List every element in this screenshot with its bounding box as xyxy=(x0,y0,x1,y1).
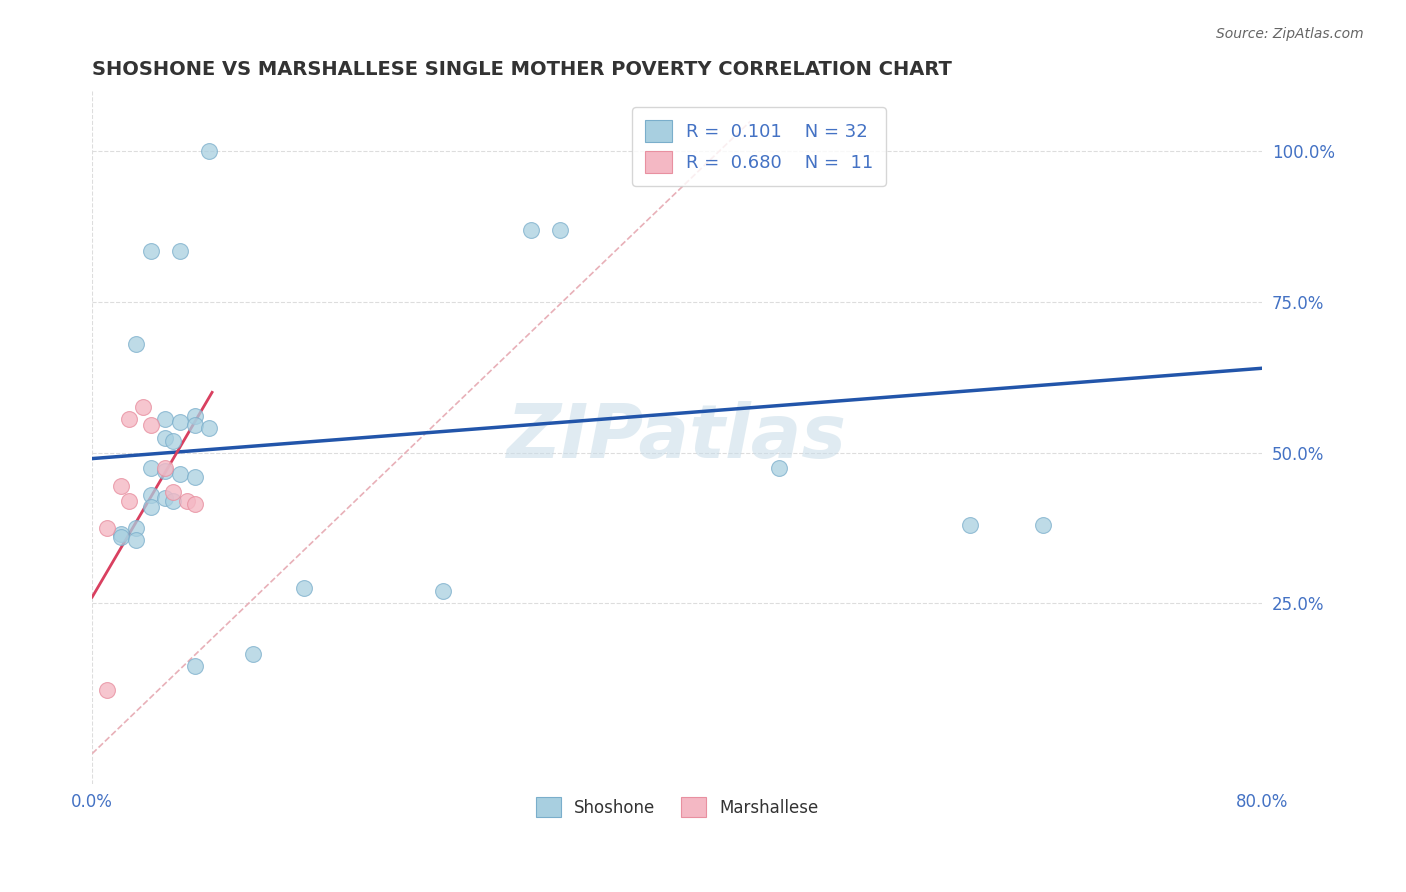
Point xyxy=(139,488,162,502)
Point xyxy=(183,659,205,673)
Point xyxy=(139,500,162,514)
Text: SHOSHONE VS MARSHALLESE SINGLE MOTHER POVERTY CORRELATION CHART: SHOSHONE VS MARSHALLESE SINGLE MOTHER PO… xyxy=(93,60,952,78)
Point xyxy=(198,145,221,159)
Point xyxy=(183,409,205,424)
Point xyxy=(768,460,790,475)
Point xyxy=(155,412,177,426)
Point xyxy=(96,683,118,698)
Point xyxy=(139,460,162,475)
Point xyxy=(183,469,205,483)
Point xyxy=(118,493,141,508)
Point xyxy=(548,223,571,237)
Text: Source: ZipAtlas.com: Source: ZipAtlas.com xyxy=(1216,27,1364,41)
Point xyxy=(110,530,132,544)
Point xyxy=(162,484,184,499)
Point xyxy=(183,418,205,433)
Point xyxy=(155,464,177,478)
Legend: Shoshone, Marshallese: Shoshone, Marshallese xyxy=(529,790,825,824)
Point xyxy=(1032,517,1054,532)
Point xyxy=(110,478,132,492)
Point xyxy=(169,244,191,258)
Point xyxy=(162,493,184,508)
Point xyxy=(959,517,981,532)
Point xyxy=(96,521,118,535)
Point xyxy=(183,497,205,511)
Point xyxy=(292,581,315,595)
Point xyxy=(118,412,141,426)
Point xyxy=(125,533,148,547)
Point xyxy=(432,584,454,599)
Point xyxy=(520,223,543,237)
Point xyxy=(139,244,162,258)
Text: ZIPatlas: ZIPatlas xyxy=(508,401,846,474)
Point xyxy=(176,493,198,508)
Point xyxy=(155,460,177,475)
Point xyxy=(198,421,221,435)
Point xyxy=(155,491,177,505)
Point xyxy=(110,526,132,541)
Point xyxy=(242,647,264,661)
Point xyxy=(169,467,191,481)
Point xyxy=(155,430,177,444)
Point xyxy=(162,434,184,448)
Point xyxy=(139,418,162,433)
Point xyxy=(125,337,148,351)
Point xyxy=(132,401,155,415)
Point xyxy=(169,416,191,430)
Point xyxy=(125,521,148,535)
